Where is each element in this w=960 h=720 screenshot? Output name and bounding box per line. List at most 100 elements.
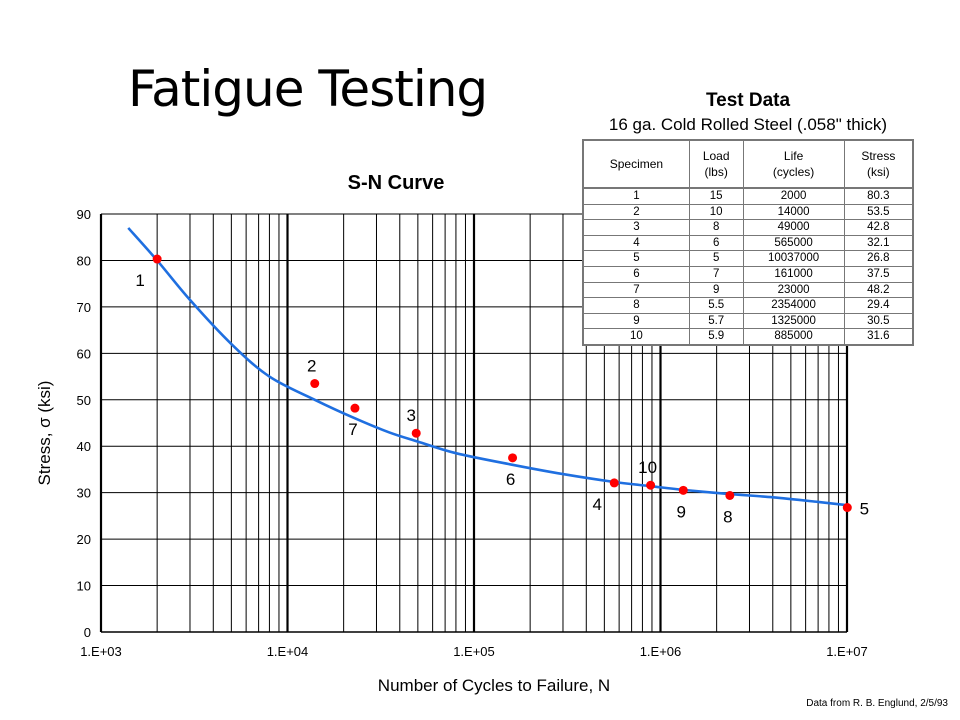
- x-tick-label: 1.E+06: [640, 644, 682, 659]
- chart-axes: [100, 214, 847, 633]
- data-point: [725, 490, 735, 500]
- y-tick-label: 0: [84, 625, 91, 640]
- cell-life: 10037000: [742, 250, 845, 267]
- data-point-label: 1: [135, 271, 144, 290]
- x-axis-label: Number of Cycles to Failure, N: [378, 676, 610, 695]
- y-axis-label: Stress, σ (ksi): [35, 381, 54, 486]
- table-title: Test Data: [705, 90, 791, 111]
- table-row: 2 10 14000 53.5: [582, 203, 914, 221]
- x-tick-label: 1.E+05: [453, 644, 495, 659]
- data-point: [842, 503, 852, 513]
- chart-title: S-N Curve: [348, 172, 445, 194]
- data-point-label: 3: [406, 406, 415, 425]
- table-row: 4 6 565000 32.1: [582, 234, 914, 252]
- y-tick-label: 50: [77, 393, 91, 408]
- cell-life: 1325000: [742, 312, 845, 330]
- cell-load: 9: [688, 281, 744, 299]
- cell-load: 5.7: [688, 312, 744, 330]
- cell-specimen: 1: [582, 186, 690, 205]
- y-tick-label: 40: [77, 439, 91, 454]
- cell-life: 49000: [742, 219, 845, 236]
- data-point-label: 5: [860, 500, 869, 519]
- y-tick-label: 80: [77, 253, 91, 268]
- cell-stress: 80.3: [843, 186, 914, 205]
- table-row: 6 7 161000 37.5: [582, 265, 914, 283]
- data-point: [310, 379, 320, 389]
- cell-life: 2354000: [742, 297, 845, 314]
- cell-stress: 37.5: [843, 265, 914, 283]
- cell-load: 10: [688, 203, 744, 221]
- data-credit: Data from R. B. Englund, 2/5/93: [806, 698, 948, 709]
- slide-title: Fatigue Testing: [128, 60, 488, 118]
- cell-life: 23000: [742, 281, 845, 299]
- data-point-label: 4: [593, 495, 602, 514]
- y-tick-label: 60: [77, 346, 91, 361]
- cell-stress: 42.8: [843, 219, 914, 236]
- y-tick-label: 90: [77, 207, 91, 222]
- cell-load: 5: [688, 250, 744, 267]
- table-row: 3 8 49000 42.8: [582, 219, 914, 236]
- cell-specimen: 8: [582, 297, 690, 314]
- cell-stress: 48.2: [843, 281, 914, 299]
- cell-load: 15: [688, 186, 744, 205]
- table-header-row: Specimen Load (lbs) Life (cycles) Stress…: [582, 139, 914, 189]
- header-load: Load (lbs): [688, 139, 744, 189]
- cell-stress: 30.5: [843, 312, 914, 330]
- cell-life: 161000: [742, 265, 845, 283]
- cell-stress: 32.1: [843, 234, 914, 252]
- data-point: [609, 478, 619, 488]
- cell-load: 5.5: [688, 297, 744, 314]
- table-subtitle: 16 ga. Cold Rolled Steel (.058" thick): [608, 115, 888, 134]
- data-point: [646, 480, 656, 490]
- cell-stress: 29.4: [843, 297, 914, 314]
- y-tick-label: 10: [77, 579, 91, 594]
- data-point-label: 9: [677, 502, 686, 521]
- cell-life: 2000: [742, 186, 845, 205]
- y-tick-label: 20: [77, 532, 91, 547]
- cell-stress: 31.6: [843, 328, 914, 346]
- table-row: 9 5.7 1325000 30.5: [582, 312, 914, 330]
- cell-load: 7: [688, 265, 744, 283]
- cell-load: 6: [688, 234, 744, 252]
- y-tick-label: 70: [77, 300, 91, 315]
- table-body: 1 15 2000 80.3 2 10 14000 53.5 3 8 49000 42.8 4 6 5650…: [582, 186, 914, 346]
- data-point-label: 10: [638, 458, 657, 477]
- y-tick-label: 30: [77, 486, 91, 501]
- cell-stress: 26.8: [843, 250, 914, 267]
- table-row: 1 15 2000 80.3: [582, 186, 914, 205]
- header-life: Life (cycles): [742, 139, 845, 189]
- cell-specimen: 6: [582, 265, 690, 283]
- y-tick-labels: 0 10 20 30 40 50 60 70 80 90: [77, 207, 91, 640]
- header-stress: Stress (ksi): [843, 139, 914, 189]
- cell-load: 8: [688, 219, 744, 236]
- data-point-label: 2: [307, 357, 316, 376]
- cell-specimen: 5: [582, 250, 690, 267]
- cell-load: 5.9: [688, 328, 744, 346]
- cell-specimen: 9: [582, 312, 690, 330]
- data-points: [152, 254, 852, 513]
- x-tick-labels: 1.E+03 1.E+04 1.E+05 1.E+06 1.E+07: [80, 644, 868, 659]
- data-point-label: 7: [348, 420, 357, 439]
- data-point: [508, 453, 518, 463]
- table-row: 10 5.9 885000 31.6: [582, 328, 914, 346]
- x-tick-label: 1.E+07: [826, 644, 868, 659]
- cell-specimen: 7: [582, 281, 690, 299]
- test-data-table: Specimen Load (lbs) Life (cycles) Stress…: [582, 139, 914, 346]
- cell-specimen: 2: [582, 203, 690, 221]
- data-point-label: 6: [506, 470, 515, 489]
- cell-specimen: 10: [582, 328, 690, 346]
- cell-life: 565000: [742, 234, 845, 252]
- cell-specimen: 3: [582, 219, 690, 236]
- table-row: 7 9 23000 48.2: [582, 281, 914, 299]
- x-tick-label: 1.E+04: [267, 644, 309, 659]
- cell-life: 885000: [742, 328, 845, 346]
- table-row: 8 5.5 2354000 29.4: [582, 297, 914, 314]
- cell-specimen: 4: [582, 234, 690, 252]
- cell-stress: 53.5: [843, 203, 914, 221]
- data-point: [152, 254, 162, 264]
- data-point: [350, 403, 360, 413]
- x-tick-label: 1.E+03: [80, 644, 122, 659]
- data-point: [678, 485, 688, 495]
- cell-life: 14000: [742, 203, 845, 221]
